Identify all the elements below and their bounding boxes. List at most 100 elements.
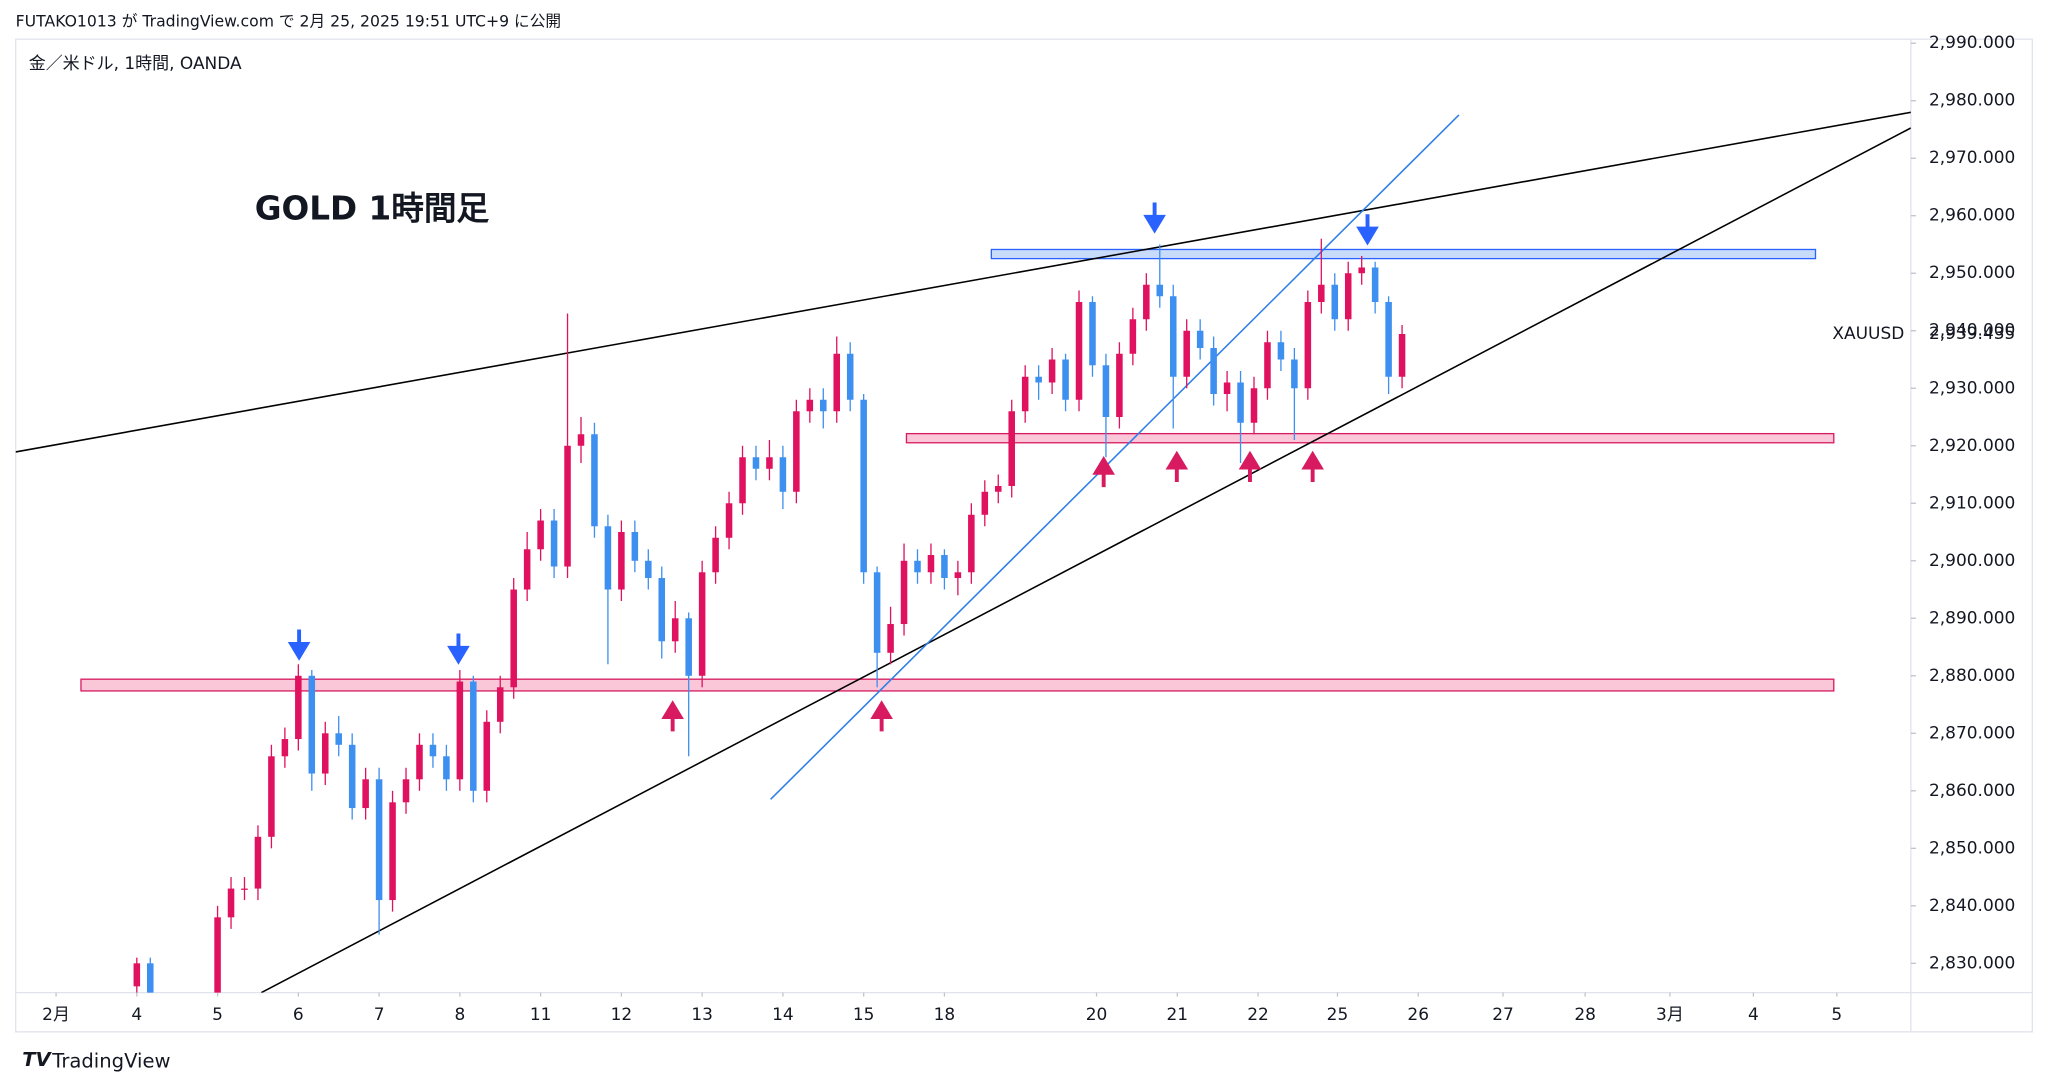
- candle-body: [1358, 267, 1365, 274]
- frame: [15, 38, 2033, 1033]
- candle-body: [1102, 365, 1110, 418]
- candle-body: [1129, 319, 1137, 354]
- x-tick-label: 20: [1086, 1005, 1108, 1025]
- x-tick-label: 11: [530, 1005, 552, 1025]
- support-zone: [80, 678, 1835, 692]
- candle-body: [1183, 330, 1190, 377]
- up-arrows: [661, 450, 1324, 732]
- candle-body: [1089, 301, 1096, 366]
- candle-body: [268, 756, 275, 837]
- x-tick-label: 27: [1492, 1005, 1514, 1025]
- candle-body: [1344, 273, 1352, 320]
- candle-body: [389, 802, 396, 901]
- down-arrows: [287, 202, 1379, 665]
- x-tick-label: 6: [293, 1005, 304, 1025]
- resistance-zone: [990, 248, 1817, 260]
- candle-body: [914, 560, 921, 573]
- candle-body: [793, 411, 800, 492]
- candle-body: [618, 532, 625, 590]
- candle-body: [1116, 353, 1123, 418]
- x-tick-label: 7: [374, 1005, 385, 1025]
- candle-body: [362, 779, 369, 809]
- candle-body: [510, 589, 517, 688]
- symbol-title: 金／米ドル, 1時間, OANDA: [29, 54, 242, 74]
- candle-body: [1143, 284, 1150, 320]
- x-tick-label: 3月: [1656, 1005, 1684, 1025]
- candle-body: [214, 917, 221, 993]
- candle-body: [820, 399, 827, 412]
- y-tick-label: 2,920.000: [1929, 436, 2015, 456]
- x-tick-label: 28: [1574, 1005, 1596, 1025]
- candle-body: [860, 399, 867, 573]
- y-tick-label: 2,870.000: [1929, 723, 2015, 743]
- arrow-up: [1238, 450, 1262, 482]
- candle-body: [227, 888, 235, 918]
- candle-body: [1304, 301, 1312, 389]
- candle-body: [1331, 284, 1339, 320]
- candle-body: [443, 756, 450, 780]
- candle-body: [671, 618, 679, 642]
- candle-body: [483, 721, 491, 791]
- trend-line: [260, 127, 1911, 993]
- trend-line: [770, 114, 1460, 800]
- candle-body: [1035, 376, 1042, 383]
- candle-body: [147, 963, 154, 993]
- candle-body: [968, 514, 975, 573]
- candle-body: [429, 744, 437, 757]
- candle-body: [712, 537, 719, 573]
- candle-body: [174, 1032, 181, 1044]
- candle-body: [133, 963, 141, 987]
- candle-body: [160, 1009, 167, 1032]
- candle-body: [752, 457, 760, 469]
- x-tick-label: 13: [691, 1005, 713, 1025]
- x-tick-label: 14: [772, 1005, 794, 1025]
- x-tick-label: 12: [611, 1005, 633, 1025]
- candle-body: [1371, 267, 1379, 302]
- candle-body: [201, 1009, 208, 1032]
- candle-body: [1210, 347, 1217, 395]
- candle-body: [1264, 342, 1271, 389]
- candle-body: [564, 445, 571, 567]
- candle-body: [645, 560, 652, 579]
- arrow-up: [1092, 455, 1115, 488]
- arrow-down: [1356, 214, 1379, 246]
- arrow-up: [870, 700, 893, 732]
- candle-body: [887, 624, 894, 653]
- logo-mark: 𝙏𝙑: [22, 1048, 52, 1071]
- candle-body: [631, 532, 639, 561]
- candle-body: [1385, 301, 1392, 377]
- candle-body: [1398, 333, 1406, 377]
- candle-body: [577, 434, 585, 446]
- candle-body: [1169, 296, 1177, 377]
- x-tick-label: 18: [934, 1005, 956, 1025]
- candle-body: [994, 486, 1002, 492]
- candles: [133, 238, 1406, 1044]
- candle-body: [523, 549, 531, 590]
- arrow-up: [1165, 450, 1189, 482]
- arrow-down: [1143, 202, 1166, 234]
- candle-body: [187, 1032, 194, 1044]
- y-tick-label: 2,910.000: [1929, 493, 2015, 513]
- series-name: XAUUSD: [1832, 324, 1904, 344]
- candle-body: [900, 560, 908, 625]
- trend-line: [15, 111, 1911, 453]
- candle-body: [927, 555, 935, 573]
- candle-body: [1237, 382, 1244, 423]
- candle-body: [873, 572, 881, 653]
- candle-body: [981, 491, 989, 515]
- candle-body: [1277, 342, 1285, 360]
- candle-body: [1250, 388, 1258, 423]
- y-tick-label: 2,850.000: [1929, 838, 2015, 858]
- candle-body: [833, 353, 841, 412]
- y-tick-label: 2,880.000: [1929, 666, 2015, 686]
- candle-body: [766, 457, 773, 469]
- candle-body: [537, 520, 544, 550]
- drawings: [15, 111, 1911, 993]
- y-tick-label: 2,900.000: [1929, 551, 2015, 571]
- candle-body: [1062, 359, 1069, 400]
- y-tick-label: 2,960.000: [1929, 206, 2015, 226]
- candle-body: [806, 399, 814, 412]
- x-tick-label: 25: [1327, 1005, 1349, 1025]
